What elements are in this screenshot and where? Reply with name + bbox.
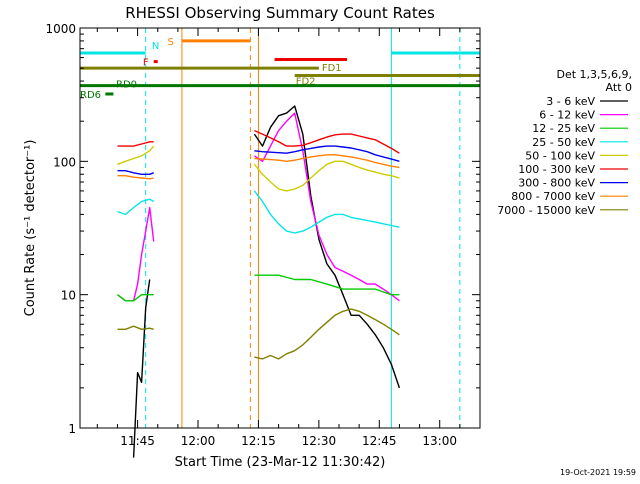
series-7-segment-1	[254, 154, 400, 169]
flag-label-7: FD2	[296, 77, 316, 88]
series-3-segment-0	[117, 198, 155, 216]
y-axis-label: Count Rate (s⁻¹ detector⁻¹)	[23, 140, 38, 317]
x-tick-label-4: 12:45	[362, 434, 397, 448]
legend-header-line-1: Det 1,3,5,6,9,	[556, 68, 632, 81]
x-tick-label-5: 13:00	[422, 434, 457, 448]
x-tick-label-0: 11:45	[120, 434, 155, 448]
series-6-segment-0	[117, 169, 154, 176]
legend-entry-3: 25 - 50 keV	[532, 136, 595, 149]
chart-title: RHESSI Observing Summary Count Rates	[125, 4, 435, 22]
legend-entry-4: 50 - 100 keV	[525, 149, 595, 162]
series-5-segment-1	[254, 129, 400, 154]
y-tick-label-1: 10	[61, 289, 76, 303]
series-3-segment-1	[253, 190, 400, 234]
x-axis-label: Start Time (23-Mar-12 11:30:42)	[175, 455, 386, 470]
legend-entry-1: 6 - 12 keV	[539, 109, 595, 122]
flag-label-4: F	[143, 58, 149, 69]
y-tick-label-3: 1000	[45, 22, 76, 36]
series-0-segment-0	[132, 279, 151, 458]
series-2-segment-0	[117, 294, 154, 302]
legend-entry-7: 800 - 7000 keV	[511, 190, 595, 203]
series-8-segment-0	[117, 325, 154, 330]
series-8-segment-1	[254, 308, 400, 360]
flag-label-6: FD1	[322, 63, 342, 74]
legend-entry-0: 3 - 6 keV	[546, 95, 595, 108]
series-1-segment-1	[254, 112, 400, 302]
x-tick-label-3: 12:30	[302, 434, 337, 448]
flag-label-9: RD6	[80, 90, 101, 101]
series-0-segment-1	[253, 105, 401, 389]
series-6-segment-1	[254, 145, 400, 162]
legend-entry-6: 300 - 800 keV	[518, 177, 595, 190]
x-tick-label-2: 12:15	[241, 434, 276, 448]
series-4-segment-1	[253, 160, 400, 192]
legend-header-line-2: Att 0	[606, 81, 632, 94]
series-4-segment-0	[117, 145, 155, 165]
series-7-segment-0	[117, 174, 154, 180]
legend-entry-8: 7000 - 15000 keV	[497, 204, 595, 217]
x-tick-label-1: 12:00	[181, 434, 216, 448]
legend-entry-2: 12 - 25 keV	[532, 122, 595, 135]
flag-label-3: S	[168, 37, 174, 48]
plot-frame	[79, 27, 481, 429]
y-tick-label-2: 100	[53, 155, 76, 169]
series-2-segment-1	[254, 274, 400, 296]
flag-label-1: N	[152, 41, 159, 52]
series-5-segment-0	[117, 141, 154, 147]
timestamp: 19-Oct-2021 19:59	[560, 468, 636, 477]
y-tick-label-0: 1	[68, 422, 76, 436]
flag-label-8: RD0	[116, 80, 137, 91]
legend-entry-5: 100 - 300 keV	[518, 163, 595, 176]
